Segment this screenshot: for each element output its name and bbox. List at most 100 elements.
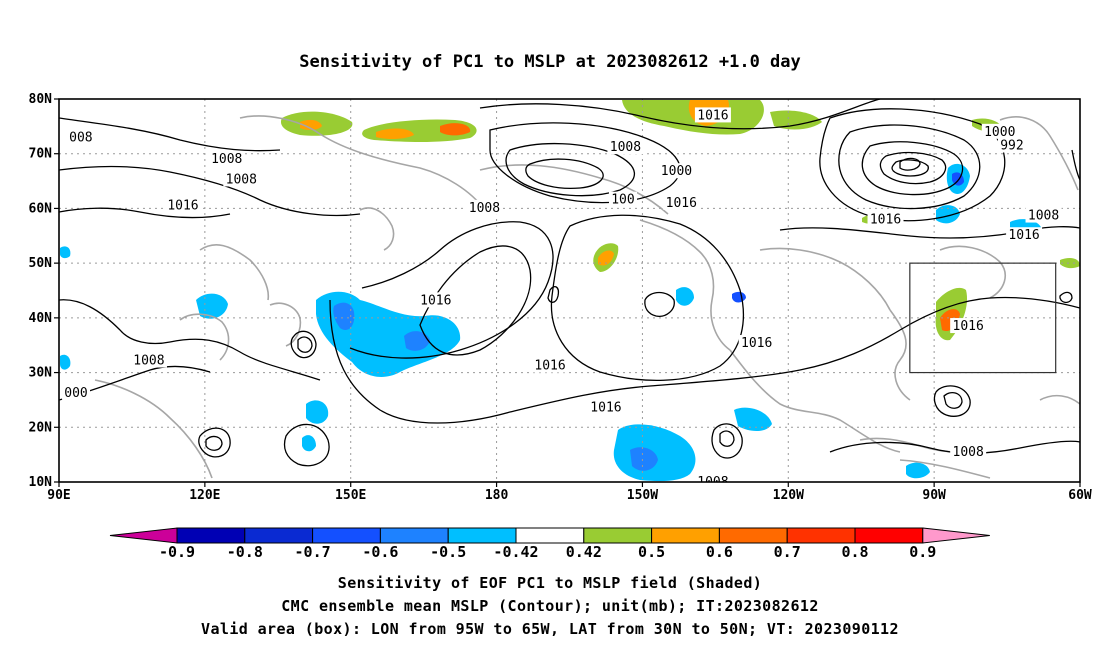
contour-label: 1008	[610, 140, 641, 155]
colorbar-segment	[244, 527, 314, 544]
colorbar-segment	[379, 527, 449, 544]
isobar	[550, 214, 745, 381]
map-frame	[58, 98, 1081, 483]
contour-label-bg	[66, 129, 95, 145]
contour-label: 1008	[133, 354, 164, 369]
colorbar-segment	[312, 527, 381, 544]
coastline	[179, 313, 230, 361]
contour-label: 1016	[1086, 336, 1100, 351]
colorbar-tick-label: -0.42	[493, 543, 538, 561]
contour-label-bg	[663, 194, 700, 210]
shade-patch-blue	[60, 246, 71, 259]
shade-patch-blue	[404, 331, 430, 351]
colorbar-arrow-left	[109, 527, 178, 544]
contour-label: 1008	[1028, 209, 1059, 224]
contour-label-bg	[62, 384, 91, 400]
contour-label-bg	[608, 191, 637, 207]
contour-label: 000	[64, 386, 87, 401]
lat-tick-label: 10N	[29, 475, 53, 490]
colorbar-tick-label: 0.42	[566, 543, 602, 561]
shade-patch-green	[1060, 258, 1080, 269]
longitude-axis: 90E 120E 150E 180 150W 120W 90W 60W	[47, 482, 1092, 503]
lat-tick-label: 50N	[29, 256, 53, 271]
contour-label: 1016	[420, 293, 451, 308]
contour-label-bg	[694, 107, 731, 123]
contour-label: 1008	[226, 172, 257, 187]
contour-label-bg	[997, 137, 1026, 153]
shade-patch-blue	[906, 462, 930, 479]
contour-label-bg	[417, 292, 454, 308]
shade-patch-orange	[440, 123, 471, 136]
shade-patch-blue	[734, 407, 772, 431]
colorbar	[109, 527, 990, 544]
contour-label-bg	[867, 211, 904, 227]
isobar	[349, 221, 554, 359]
isobar	[779, 226, 1080, 239]
coastline	[889, 309, 911, 401]
caption-line-1: Sensitivity of EOF PC1 to MSLP field (Sh…	[337, 574, 763, 592]
contour-label: 1016	[1008, 228, 1039, 243]
isobar	[819, 108, 1006, 222]
lat-tick-label: 60N	[29, 201, 53, 216]
lon-tick-label: 120E	[189, 488, 220, 503]
contour-label: 1016	[590, 401, 621, 416]
shade-patch-green	[770, 110, 822, 130]
coastline	[199, 244, 270, 301]
contour-label-bg	[950, 443, 987, 459]
isobar	[547, 285, 560, 303]
colorbar-segment	[718, 527, 788, 544]
shade-patch-blue	[306, 400, 329, 424]
isobar	[205, 435, 223, 451]
coastline	[899, 459, 991, 479]
contour-label: 1016	[534, 358, 565, 373]
contour-label: 1016	[167, 199, 198, 214]
colorbar-tick-label: 0.8	[841, 543, 868, 561]
colorbar-tick-label: -0.8	[227, 543, 263, 561]
colorbar-segment	[786, 527, 856, 544]
contour-label-bg	[587, 399, 624, 415]
contour-label-bg	[950, 318, 987, 334]
lon-tick-label: 150E	[335, 488, 366, 503]
contour-label: 1016	[697, 108, 728, 123]
graticule	[59, 99, 1080, 482]
lon-tick-label: 60W	[1068, 488, 1092, 503]
contour-label-bg	[532, 357, 569, 373]
contour-label: 1000	[661, 164, 692, 179]
colorbar-tick-label: 0.7	[774, 543, 801, 561]
contour-label-bg	[1006, 227, 1043, 243]
isobar	[198, 427, 231, 458]
isobar	[1071, 149, 1080, 181]
colorbar-segment	[447, 527, 517, 544]
colorbar-tick-label: 0.9	[909, 543, 936, 561]
isobar	[283, 423, 330, 467]
colorbar-tick-label: -0.7	[295, 543, 331, 561]
shade-patch-orange	[300, 119, 322, 131]
isobar	[489, 122, 681, 204]
isobar	[479, 99, 881, 130]
contour-label-bg	[981, 123, 1018, 139]
colorbar-tick-label: 0.5	[638, 543, 665, 561]
latitude-axis: 80N 70N 60N 50N 40N 30N 20N 10N	[29, 92, 59, 490]
isobar	[644, 291, 675, 317]
lon-tick-label: 180	[485, 488, 509, 503]
lon-tick-label: 90W	[922, 488, 946, 503]
caption-line-2: CMC ensemble mean MSLP (Contour); unit(m…	[281, 597, 819, 615]
lat-tick-label: 70N	[29, 147, 53, 162]
isobar	[711, 423, 743, 459]
coastline	[1039, 394, 1080, 405]
coastline	[94, 379, 213, 479]
isobar	[59, 165, 361, 217]
contour-label: 1008	[469, 201, 500, 216]
figure-title: Sensitivity of PC1 to MSLP at 2023082612…	[299, 52, 801, 72]
isobar	[525, 158, 604, 190]
coastline	[359, 207, 395, 251]
contour-label: 1008	[953, 445, 984, 460]
contour-label: 1008	[211, 152, 242, 167]
isobar	[861, 141, 964, 196]
shade-patch-orange	[598, 250, 614, 266]
isobar	[879, 151, 947, 185]
isobar	[59, 207, 231, 219]
contour-label-bg	[658, 163, 695, 179]
shade-patch-blue	[333, 302, 355, 331]
contour-label: 1016	[666, 196, 697, 211]
